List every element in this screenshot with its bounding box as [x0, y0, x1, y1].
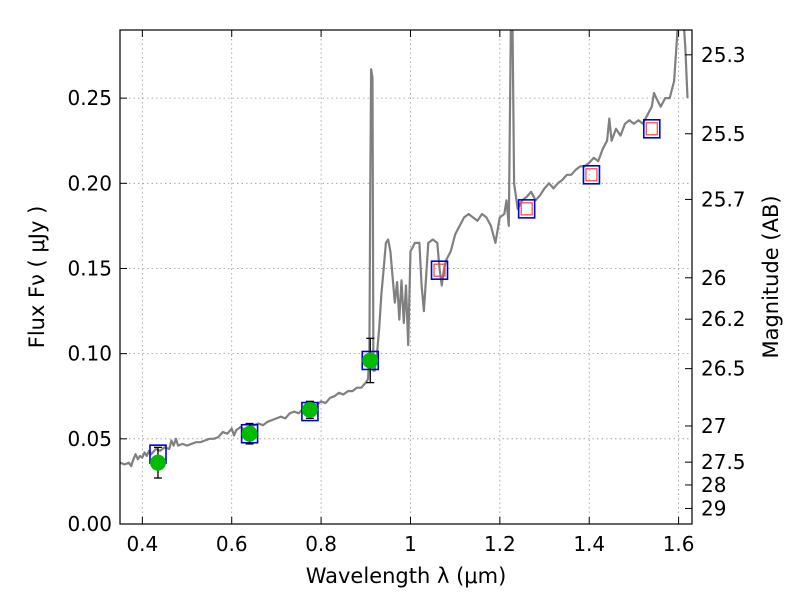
observed-point — [301, 401, 318, 418]
right-axis-label: Magnitude (AB) — [759, 195, 783, 358]
x-tick-label: 1.2 — [484, 532, 516, 556]
observed-point — [362, 352, 379, 369]
x-tick-label: 1.4 — [573, 532, 605, 556]
x-tick-label: 0.6 — [216, 532, 248, 556]
y-tick-label: 0.20 — [67, 171, 112, 195]
y-tick-label: 0.05 — [67, 427, 112, 451]
model-point — [430, 260, 449, 280]
mag-tick-label: 29 — [701, 496, 726, 520]
y-tick-label: 0.15 — [67, 256, 112, 280]
y-tick-label: 0.10 — [67, 342, 112, 366]
observed-point — [241, 425, 258, 442]
x-tick-label: 0.4 — [126, 532, 158, 556]
x-axis-label: Wavelength λ (μm) — [306, 564, 507, 588]
spectrum-line — [120, 30, 689, 468]
plot-frame — [119, 29, 693, 525]
spectrum-series — [120, 30, 689, 468]
mag-tick-label: 26.2 — [701, 307, 746, 331]
model-point — [642, 119, 661, 139]
mag-tick-label: 25.3 — [701, 43, 746, 67]
ir-point — [645, 122, 658, 136]
grid — [120, 30, 692, 525]
axes-ticks: 0.4 0.6 0.8 1 1.2 1.4 1.6 0.00 0.05 0.10 0.15 0.20 0… — [67, 30, 746, 556]
x-tick-label: 0.8 — [305, 532, 337, 556]
ir-point — [585, 168, 598, 182]
x-tick-label: 1 — [404, 532, 417, 556]
model-point — [582, 164, 601, 185]
model-point — [517, 199, 536, 219]
mag-tick-label: 27.5 — [701, 450, 746, 474]
mag-tick-label: 25.5 — [701, 122, 746, 146]
y-tick-label: 0.00 — [67, 512, 112, 536]
mag-tick-label: 27 — [701, 414, 726, 438]
y-axis-label: Flux Fν ( μJy ) — [25, 206, 49, 349]
mag-tick-label: 26.5 — [701, 357, 746, 381]
ir-point — [520, 202, 533, 216]
mag-tick-label: 28 — [701, 473, 726, 497]
ir-point — [433, 263, 446, 277]
observed-point — [149, 454, 166, 471]
y-tick-label: 0.25 — [67, 86, 112, 110]
x-tick-label: 1.6 — [663, 532, 695, 556]
photometry-points — [149, 119, 661, 479]
mag-tick-label: 25.7 — [701, 187, 746, 211]
mag-tick-label: 26 — [701, 266, 726, 290]
